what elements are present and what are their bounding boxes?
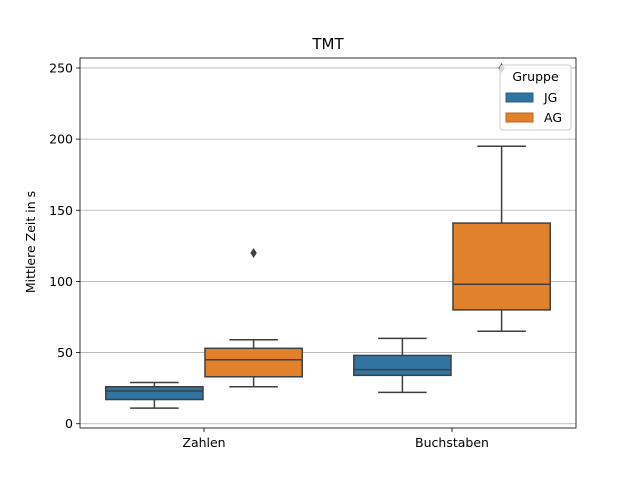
outlier-point	[250, 247, 257, 258]
y-tick-label: 250	[49, 60, 73, 75]
y-tick-label: 100	[49, 274, 73, 289]
iqr-box	[105, 385, 204, 401]
box-jg-buchstaben	[353, 337, 452, 394]
iqr-box	[204, 347, 303, 378]
legend: Gruppe JG AG	[499, 64, 572, 131]
box-ag-buchstaben	[452, 62, 551, 332]
plot-frame	[79, 57, 577, 429]
x-tick-label: Buchstaben	[415, 435, 489, 450]
y-tick-label: 0	[65, 416, 73, 431]
y-tick-label: 50	[57, 345, 73, 360]
box-jg-zahlen	[105, 381, 204, 409]
legend-title: Gruppe	[512, 69, 559, 84]
chart-title: TMT	[311, 35, 344, 53]
y-tick-label: 200	[49, 132, 73, 147]
gridlines	[80, 67, 576, 425]
legend-label-jg: JG	[543, 90, 557, 105]
iqr-box	[452, 222, 551, 311]
x-tick-label: Zahlen	[182, 435, 225, 450]
legend-swatch-ag	[505, 112, 534, 123]
y-axis-label: Mittlere Zeit in s	[23, 191, 38, 293]
legend-label-ag: AG	[544, 110, 562, 125]
boxes	[105, 62, 551, 409]
box-ag-zahlen	[204, 247, 303, 388]
legend-swatch-jg	[505, 92, 534, 103]
iqr-box	[353, 354, 452, 377]
axes: 0 50 100 150 200 250 Zahlen Buchstaben	[49, 57, 577, 450]
y-tick-label: 150	[49, 203, 73, 218]
